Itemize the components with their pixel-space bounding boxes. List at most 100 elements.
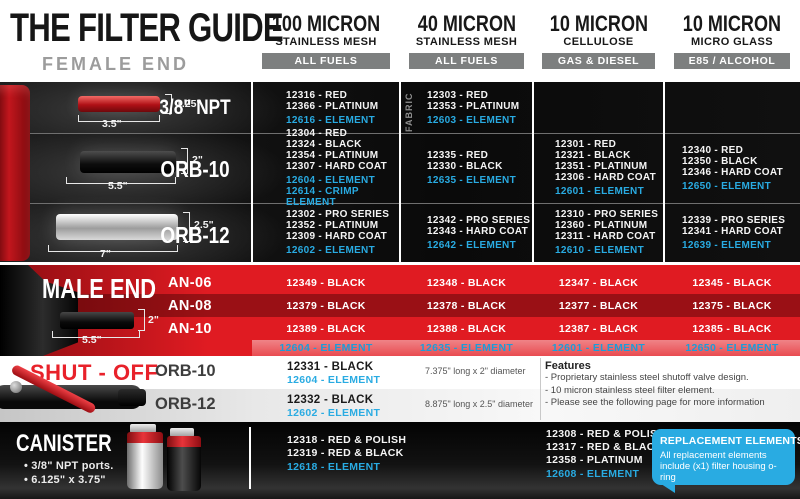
canister-black-photo (167, 447, 201, 491)
male-part-cell: 12375 - BLACK (692, 299, 772, 312)
part-number: 12354 - PLATINUM (286, 150, 379, 161)
part-number: 12342 - PRO SERIES (427, 214, 531, 226)
callout-title: REPLACEMENT ELEMENTS (660, 435, 800, 447)
features-list: - Proprietary stainless steel shutoff va… (545, 372, 790, 410)
parts-list: 12303 - RED 12353 - PLATINUM (427, 90, 533, 112)
row-label-an06: AN-06 (168, 275, 212, 291)
column-header-10-micron-glass: 10 MICRON MICRO GLASS E85 / ALCOHOL (664, 13, 800, 69)
male-length-dim: 5.5" (82, 334, 102, 346)
element-part-number: 12635 - ELEMENT (427, 175, 516, 186)
female-end-section-label: FEMALE END (42, 54, 189, 74)
dimension-line (165, 94, 172, 114)
male-element-cell: 12635 - ELEMENT (419, 342, 514, 354)
parts-cell: 12303 - RED 12353 - PLATINUM 12603 - ELEM… (427, 82, 533, 133)
column-header-100-micron: 100 MICRON STAINLESS MESH ALL FUELS (252, 13, 400, 69)
shutoff-row-label-orb12: ORB-12 (155, 395, 216, 413)
column-divider (540, 358, 541, 420)
feature-item: - Please see the following page for more… (545, 397, 765, 408)
elements-list: 12604 - ELEMENT 12614 - CRIMP ELEMENT (286, 175, 400, 208)
parts-list: 12335 - RED 12330 - BLACK (427, 150, 533, 172)
orb10-height-dim: 2" (192, 154, 203, 166)
dimension-line (52, 331, 140, 338)
column-header-40-micron: 40 MICRON STAINLESS MESH ALL FUELS (400, 13, 533, 69)
part-number: 12304 - RED (286, 128, 348, 139)
element-part-number: 12650 - ELEMENT (682, 180, 771, 192)
male-end-section: MALE END AN-06 AN-08 AN-10 2" 5.5" 12349… (0, 265, 800, 356)
shutoff-row-label-orb10: ORB-10 (155, 362, 216, 380)
elements-list: 12601 - ELEMENT (555, 186, 664, 197)
shutoff-element: 12602 - ELEMENT (287, 407, 381, 419)
dimension-line (138, 309, 145, 331)
column-micron: 10 MICRON (549, 11, 648, 36)
column-header-10-micron-cellulose: 10 MICRON CELLULOSE GAS & DIESEL (533, 13, 664, 69)
male-element-cell: 12601 - ELEMENT (551, 342, 646, 354)
canister-section-label: CANISTER (16, 430, 112, 457)
part-number: 12346 - HARD COAT (682, 166, 784, 178)
part-number: 12340 - RED (682, 144, 744, 156)
part-number: 12310 - PRO SERIES (555, 209, 659, 220)
element-part-number: 12616 - ELEMENT (286, 114, 375, 126)
part-number: 12343 - HARD COAT (427, 225, 529, 237)
part-number: 12321 - BLACK (555, 150, 631, 161)
male-part-cell: 12345 - BLACK (692, 276, 772, 289)
parts-list: 12318 - RED & POLISH 12319 - RED & BLACK (287, 434, 406, 460)
orb12-filter-image (56, 214, 178, 240)
male-part-cell: 12377 - BLACK (558, 299, 639, 312)
element-part-number: 12604 - ELEMENT (286, 175, 375, 186)
part-number: 12318 - RED & POLISH (287, 434, 407, 446)
column-media: CELLULOSE (563, 36, 634, 48)
elements-list: 12642 - ELEMENT (427, 240, 533, 251)
male-part-cell: 12347 - BLACK (558, 276, 639, 289)
male-part-cell: 12388 - BLACK (426, 322, 507, 335)
part-number: 12307 - HARD COAT (286, 161, 388, 172)
part-number: 12316 - RED (286, 89, 348, 101)
parts-cell: 12302 - PRO SERIES 12352 - PLATINUM 12309 … (286, 203, 400, 262)
male-part-cell: 12387 - BLACK (558, 322, 639, 335)
male-part-cell: 12349 - BLACK (286, 276, 366, 289)
dimension-line (183, 212, 190, 242)
elements-list: 12608 - ELEMENT (546, 469, 665, 480)
canister-section: CANISTER • 3/8" NPT ports. • 6.125" x 3.… (0, 422, 800, 499)
parts-list: 12308 - RED & POLISH 12317 - RED & BLACK 1… (546, 428, 665, 467)
fuel-badge: E85 / ALCOHOL (673, 53, 791, 69)
shutoff-part: 12332 - BLACK (287, 394, 374, 406)
column-divider (663, 82, 665, 356)
part-number: 12306 - HARD COAT (555, 172, 657, 183)
red-filter-photo (0, 85, 30, 261)
male-part-cell: 12389 - BLACK (286, 322, 366, 335)
part-number: 12319 - RED & BLACK (287, 447, 404, 459)
part-number: 12351 - PLATINUM (555, 161, 648, 172)
canister-bracket (130, 424, 156, 433)
fuel-badge: GAS & DIESEL (542, 53, 655, 69)
male-part-cell: 12348 - BLACK (426, 276, 507, 289)
npt-height-dim: 1.25" (176, 98, 202, 110)
male-filter-image (60, 312, 134, 329)
part-number: 12358 - PLATINUM (546, 454, 643, 466)
elements-list: 12635 - ELEMENT (427, 175, 533, 186)
row-label-npt: 3/8" NPT (159, 96, 231, 119)
male-element-cell: 12650 - ELEMENT (685, 342, 779, 354)
column-micron: 10 MICRON (682, 11, 782, 36)
row-label-orb12: ORB-12 (160, 222, 230, 248)
page-title: THE FILTER GUIDE (10, 6, 284, 50)
shutoff-part: 12331 - BLACK (287, 361, 374, 373)
male-element-cell: 12604 - ELEMENT (279, 342, 373, 354)
column-divider (532, 82, 534, 356)
parts-list: 12302 - PRO SERIES 12352 - PLATINUM 12309 … (286, 209, 400, 242)
parts-list: 12339 - PRO SERIES 12341 - HARD COAT (682, 215, 800, 237)
canister-cap (127, 432, 163, 443)
part-number: 12309 - HARD COAT (286, 231, 388, 242)
row-label-an08: AN-08 (168, 298, 212, 314)
male-row-band-dark (0, 294, 800, 317)
elements-list: 12650 - ELEMENT (682, 181, 800, 192)
male-part-cell: 12378 - BLACK (426, 299, 507, 312)
column-divider (399, 82, 401, 356)
part-number: 12335 - RED (427, 150, 489, 161)
shutoff-element: 12604 - ELEMENT (287, 374, 381, 386)
row-label-orb10: ORB-10 (160, 156, 230, 182)
column-micron: 100 MICRON (271, 11, 381, 36)
male-height-dim: 2" (148, 314, 159, 326)
part-number: 12341 - HARD COAT (682, 225, 784, 237)
shutoff-section-label: SHUT - OFF (30, 360, 159, 385)
replacement-elements-callout: REPLACEMENT ELEMENTS All replacement ele… (652, 429, 800, 485)
